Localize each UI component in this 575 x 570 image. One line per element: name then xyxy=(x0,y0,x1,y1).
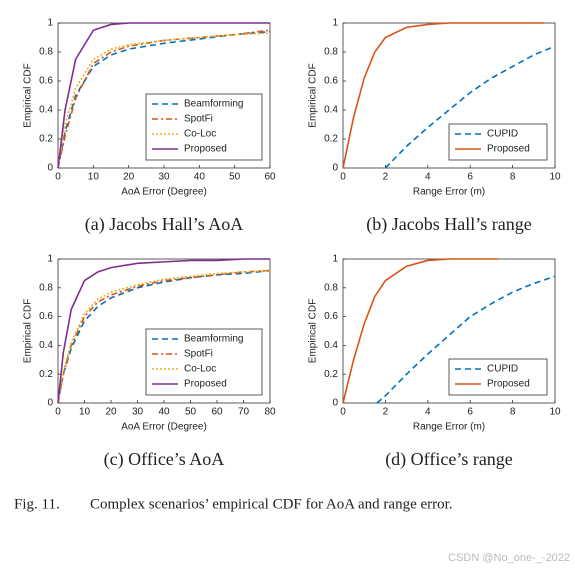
y-tick-label: 1 xyxy=(47,254,53,265)
x-tick-label: 60 xyxy=(264,172,276,183)
legend-label: Beamforming xyxy=(184,334,243,345)
x-tick-label: 4 xyxy=(425,407,431,418)
cdf-line xyxy=(384,45,556,169)
cdf-line xyxy=(57,30,271,169)
legend-box xyxy=(448,358,548,396)
x-tick-label: 10 xyxy=(88,172,100,183)
y-tick-label: 0.2 xyxy=(324,134,338,145)
y-tick-label: 1 xyxy=(332,18,338,29)
watermark: CSDN @No_one-_-2022 xyxy=(448,552,570,564)
legend-label: SpotFi xyxy=(184,114,213,125)
figure-label: Fig. 11. xyxy=(14,496,60,512)
legend-label: CUPID xyxy=(487,129,518,140)
y-tick-label: 0.4 xyxy=(324,340,338,351)
cdf-line xyxy=(342,258,498,404)
x-tick-label: 30 xyxy=(132,407,144,418)
cdf-line xyxy=(376,275,556,404)
x-tick-label: 50 xyxy=(229,172,241,183)
y-axis-label: Empirical CDF xyxy=(23,63,34,127)
x-tick-label: 0 xyxy=(55,407,61,418)
cdf-line xyxy=(57,269,271,404)
y-tick-label: 0.2 xyxy=(39,134,53,145)
x-axis-label: Range Error (m) xyxy=(413,422,485,433)
x-tick-label: 80 xyxy=(264,407,276,418)
x-tick-label: 20 xyxy=(123,172,135,183)
legend-label: Proposed xyxy=(487,144,530,155)
y-tick-label: 0.6 xyxy=(39,311,53,322)
y-tick-label: 0.8 xyxy=(324,47,338,58)
x-tick-label: 10 xyxy=(79,407,91,418)
x-tick-label: 40 xyxy=(194,172,206,183)
x-tick-label: 2 xyxy=(383,172,389,183)
cdf-line xyxy=(57,22,270,169)
y-axis-label: Empirical CDF xyxy=(23,299,34,363)
x-tick-label: 6 xyxy=(467,172,473,183)
y-tick-label: 0 xyxy=(47,398,53,409)
legend-label: Co-Loc xyxy=(184,364,216,375)
x-tick-label: 8 xyxy=(510,407,516,418)
figure-caption: Complex scenarios’ empirical CDF for AoA… xyxy=(90,496,453,512)
x-tick-label: 60 xyxy=(211,407,223,418)
subcaption: (a) Jacobs Hall’s AoA xyxy=(85,214,243,235)
subcaption: (c) Office’s AoA xyxy=(104,449,225,470)
y-tick-label: 0 xyxy=(47,163,53,174)
x-tick-label: 70 xyxy=(238,407,250,418)
x-tick-label: 0 xyxy=(340,172,346,183)
x-tick-label: 2 xyxy=(383,407,389,418)
legend-label: CUPID xyxy=(487,364,518,375)
legend-label: Proposed xyxy=(487,379,530,390)
y-tick-label: 0 xyxy=(332,163,338,174)
y-tick-label: 0.4 xyxy=(39,105,53,116)
subcaption: (d) Office’s range xyxy=(385,449,513,470)
y-tick-label: 0.4 xyxy=(39,340,53,351)
x-axis-label: AoA Error (Degree) xyxy=(121,422,207,433)
y-axis-label: Empirical CDF xyxy=(308,299,319,363)
x-tick-label: 8 xyxy=(510,172,516,183)
y-tick-label: 0 xyxy=(332,398,338,409)
x-tick-label: 10 xyxy=(549,172,561,183)
x-tick-label: 10 xyxy=(549,407,561,418)
cdf-line xyxy=(57,32,271,169)
x-tick-label: 20 xyxy=(105,407,117,418)
y-tick-label: 1 xyxy=(332,254,338,265)
y-tick-label: 0.4 xyxy=(324,105,338,116)
x-tick-label: 0 xyxy=(55,172,61,183)
legend-label: Beamforming xyxy=(184,99,243,110)
cdf-line xyxy=(342,22,545,169)
y-tick-label: 0.6 xyxy=(324,76,338,87)
y-tick-label: 0.8 xyxy=(39,282,53,293)
cdf-line xyxy=(57,29,271,169)
y-tick-label: 0.2 xyxy=(39,369,53,380)
y-tick-label: 1 xyxy=(47,18,53,29)
y-tick-label: 0.8 xyxy=(39,47,53,58)
x-axis-label: Range Error (m) xyxy=(413,187,485,198)
y-tick-label: 0.6 xyxy=(39,76,53,87)
y-tick-label: 0.6 xyxy=(324,311,338,322)
x-tick-label: 50 xyxy=(185,407,197,418)
legend-label: Co-Loc xyxy=(184,129,216,140)
y-tick-label: 0.8 xyxy=(324,282,338,293)
cdf-line xyxy=(57,269,271,404)
x-tick-label: 0 xyxy=(340,407,346,418)
x-tick-label: 40 xyxy=(158,407,170,418)
y-axis-label: Empirical CDF xyxy=(308,63,319,127)
x-tick-label: 6 xyxy=(467,407,473,418)
cdf-line xyxy=(57,258,270,404)
legend-label: SpotFi xyxy=(184,349,213,360)
y-tick-label: 0.2 xyxy=(324,369,338,380)
x-axis-label: AoA Error (Degree) xyxy=(121,187,207,198)
legend-box xyxy=(448,123,548,161)
x-tick-label: 30 xyxy=(158,172,170,183)
legend-label: Proposed xyxy=(184,144,227,155)
subcaption: (b) Jacobs Hall’s range xyxy=(366,214,531,235)
x-tick-label: 4 xyxy=(425,172,431,183)
legend-label: Proposed xyxy=(184,379,227,390)
